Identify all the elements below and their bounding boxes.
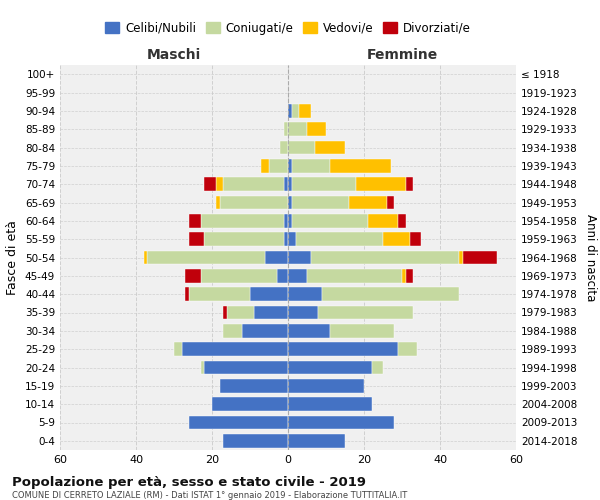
Bar: [288, 159, 292, 172]
Legend: Celibi/Nubili, Coniugati/e, Vedovi/e, Divorziati/e: Celibi/Nubili, Coniugati/e, Vedovi/e, Di…: [100, 17, 476, 40]
Bar: [189, 214, 200, 228]
Y-axis label: Anni di nascita: Anni di nascita: [584, 214, 597, 301]
Bar: [463, 250, 497, 264]
Text: Maschi: Maschi: [147, 48, 201, 62]
Bar: [459, 250, 463, 264]
Bar: [288, 416, 394, 430]
Bar: [205, 360, 288, 374]
Bar: [284, 232, 288, 246]
Bar: [288, 379, 364, 392]
Bar: [143, 250, 148, 264]
Bar: [288, 342, 398, 356]
Bar: [265, 250, 288, 264]
Bar: [330, 159, 391, 172]
Bar: [185, 269, 200, 282]
Bar: [254, 306, 288, 320]
Bar: [288, 104, 292, 118]
Bar: [406, 178, 413, 191]
Bar: [250, 288, 288, 301]
Bar: [182, 342, 288, 356]
Bar: [296, 232, 383, 246]
Bar: [292, 104, 299, 118]
Text: COMUNE DI CERRETO LAZIALE (RM) - Dati ISTAT 1° gennaio 2019 - Elaborazione TUTTI: COMUNE DI CERRETO LAZIALE (RM) - Dati IS…: [12, 491, 407, 500]
Bar: [242, 324, 288, 338]
Bar: [406, 269, 413, 282]
Bar: [284, 122, 288, 136]
Bar: [262, 159, 269, 172]
Bar: [200, 360, 205, 374]
Bar: [288, 434, 345, 448]
Bar: [288, 250, 311, 264]
Bar: [220, 196, 288, 209]
Bar: [288, 324, 330, 338]
Bar: [368, 214, 398, 228]
Bar: [223, 324, 242, 338]
Bar: [371, 360, 383, 374]
Bar: [288, 360, 371, 374]
Bar: [284, 214, 288, 228]
Bar: [307, 122, 326, 136]
Bar: [383, 232, 410, 246]
Bar: [174, 342, 182, 356]
Y-axis label: Fasce di età: Fasce di età: [7, 220, 19, 295]
Bar: [216, 178, 223, 191]
Bar: [292, 178, 356, 191]
Bar: [330, 324, 394, 338]
Bar: [205, 178, 216, 191]
Bar: [292, 196, 349, 209]
Bar: [398, 214, 406, 228]
Bar: [314, 140, 345, 154]
Bar: [288, 196, 292, 209]
Bar: [288, 398, 371, 411]
Bar: [292, 159, 330, 172]
Bar: [387, 196, 394, 209]
Bar: [288, 140, 314, 154]
Bar: [319, 306, 413, 320]
Bar: [205, 232, 284, 246]
Bar: [200, 214, 284, 228]
Bar: [288, 288, 322, 301]
Bar: [398, 342, 417, 356]
Bar: [223, 434, 288, 448]
Bar: [356, 178, 406, 191]
Bar: [402, 269, 406, 282]
Bar: [216, 196, 220, 209]
Text: Femmine: Femmine: [367, 48, 437, 62]
Bar: [322, 288, 459, 301]
Bar: [212, 398, 288, 411]
Bar: [227, 306, 254, 320]
Bar: [269, 159, 288, 172]
Text: Popolazione per età, sesso e stato civile - 2019: Popolazione per età, sesso e stato civil…: [12, 476, 366, 489]
Bar: [311, 250, 459, 264]
Bar: [185, 288, 189, 301]
Bar: [148, 250, 265, 264]
Bar: [288, 178, 292, 191]
Bar: [284, 178, 288, 191]
Bar: [288, 122, 307, 136]
Bar: [223, 178, 284, 191]
Bar: [307, 269, 402, 282]
Bar: [200, 269, 277, 282]
Bar: [280, 140, 288, 154]
Bar: [292, 214, 368, 228]
Bar: [288, 306, 319, 320]
Bar: [277, 269, 288, 282]
Bar: [299, 104, 311, 118]
Bar: [189, 288, 250, 301]
Bar: [189, 416, 288, 430]
Bar: [410, 232, 421, 246]
Bar: [288, 214, 292, 228]
Bar: [220, 379, 288, 392]
Bar: [288, 232, 296, 246]
Bar: [349, 196, 387, 209]
Bar: [189, 232, 205, 246]
Bar: [288, 269, 307, 282]
Bar: [223, 306, 227, 320]
